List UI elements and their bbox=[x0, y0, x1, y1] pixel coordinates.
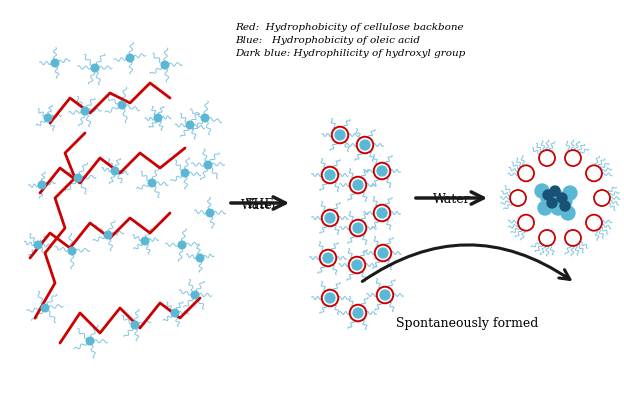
Circle shape bbox=[178, 241, 186, 249]
Circle shape bbox=[171, 309, 179, 317]
Circle shape bbox=[74, 174, 82, 182]
Circle shape bbox=[186, 121, 194, 129]
Circle shape bbox=[325, 213, 335, 223]
Circle shape bbox=[86, 337, 94, 345]
Circle shape bbox=[191, 291, 199, 299]
Text: Red:  Hydrophobicity of cellulose backbone: Red: Hydrophobicity of cellulose backbon… bbox=[235, 23, 464, 32]
Circle shape bbox=[141, 237, 149, 245]
Circle shape bbox=[560, 201, 570, 211]
Circle shape bbox=[335, 130, 345, 140]
Circle shape bbox=[204, 161, 212, 169]
Text: Dark blue: Hydrophilicity of hydroxyl group: Dark blue: Hydrophilicity of hydroxyl gr… bbox=[235, 49, 466, 58]
Circle shape bbox=[558, 194, 572, 208]
Circle shape bbox=[557, 193, 567, 203]
Circle shape bbox=[360, 140, 370, 150]
Text: Blue:   Hydrophobicity of oleic acid: Blue: Hydrophobicity of oleic acid bbox=[235, 36, 420, 45]
Circle shape bbox=[206, 209, 214, 217]
Circle shape bbox=[377, 166, 387, 176]
Circle shape bbox=[201, 114, 209, 122]
Circle shape bbox=[38, 181, 46, 189]
Circle shape bbox=[551, 201, 565, 215]
Circle shape bbox=[541, 191, 555, 205]
Circle shape bbox=[325, 170, 335, 180]
Circle shape bbox=[148, 179, 156, 187]
Circle shape bbox=[34, 241, 42, 249]
Circle shape bbox=[550, 186, 560, 196]
Circle shape bbox=[377, 208, 387, 218]
Circle shape bbox=[325, 293, 335, 303]
Circle shape bbox=[353, 223, 363, 233]
Circle shape bbox=[81, 107, 89, 115]
Circle shape bbox=[563, 186, 577, 200]
Circle shape bbox=[323, 253, 333, 263]
Circle shape bbox=[538, 201, 552, 215]
Circle shape bbox=[181, 169, 189, 177]
Circle shape bbox=[51, 59, 59, 67]
Text: Spontaneously formed: Spontaneously formed bbox=[396, 316, 539, 330]
Circle shape bbox=[44, 114, 52, 122]
Circle shape bbox=[353, 308, 363, 318]
Circle shape bbox=[353, 180, 363, 190]
Circle shape bbox=[161, 61, 169, 69]
Circle shape bbox=[547, 198, 557, 208]
Circle shape bbox=[380, 290, 390, 300]
Circle shape bbox=[118, 101, 126, 109]
Circle shape bbox=[41, 304, 49, 312]
Circle shape bbox=[111, 167, 119, 175]
Circle shape bbox=[378, 248, 388, 258]
Text: Water: Water bbox=[241, 199, 279, 212]
Text: Water: Water bbox=[432, 193, 470, 206]
Circle shape bbox=[561, 206, 575, 220]
Circle shape bbox=[68, 247, 76, 255]
Circle shape bbox=[91, 64, 99, 72]
Circle shape bbox=[535, 184, 549, 198]
Circle shape bbox=[154, 114, 162, 122]
Circle shape bbox=[104, 231, 112, 239]
Circle shape bbox=[131, 321, 139, 329]
Circle shape bbox=[126, 54, 134, 62]
Circle shape bbox=[543, 190, 553, 200]
Circle shape bbox=[352, 260, 362, 270]
Circle shape bbox=[548, 188, 562, 202]
Text: THF: THF bbox=[246, 198, 274, 211]
Circle shape bbox=[196, 254, 204, 262]
